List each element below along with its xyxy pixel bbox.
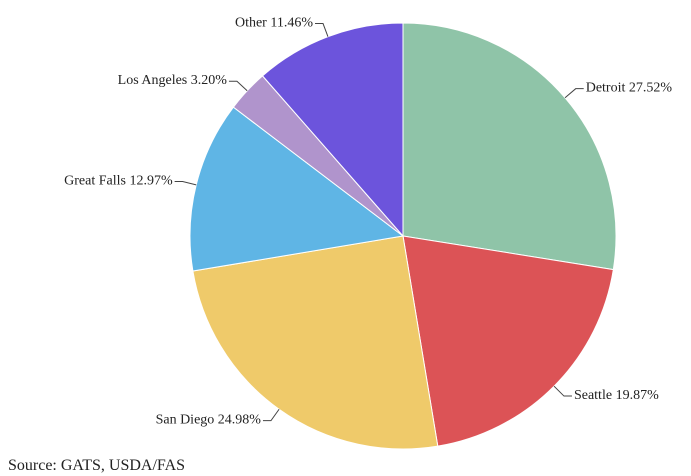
leader-line	[174, 181, 197, 186]
slice-value: 12.97%	[129, 174, 173, 189]
slice-value: 11.46%	[270, 16, 313, 31]
pie-slice	[402, 235, 614, 447]
leader-line	[564, 88, 584, 99]
slice-value: 24.98%	[218, 413, 262, 428]
slice-category: San Diego	[156, 413, 215, 428]
pie-slice	[261, 22, 404, 238]
slice-category: Detroit	[586, 81, 626, 96]
pie-slice	[402, 22, 617, 271]
slice-category: Seattle	[574, 388, 612, 403]
pie-slice	[189, 106, 405, 272]
pie-slice	[192, 235, 439, 450]
leader-line	[315, 23, 329, 37]
slice-category: Los Angeles	[118, 73, 188, 88]
slice-label: San Diego 24.98%	[156, 413, 262, 428]
slice-value: 27.52%	[629, 81, 673, 96]
slice-category: Great Falls	[64, 174, 126, 189]
leader-line	[553, 385, 572, 397]
slice-label: Los Angeles 3.20%	[118, 73, 228, 88]
slice-category: Other	[235, 16, 267, 31]
slice-label: Other 11.46%	[235, 16, 313, 31]
source-note: Source: GATS, USDA/FAS	[8, 457, 185, 474]
slice-value: 3.20%	[191, 73, 228, 88]
slice-label: Detroit 27.52%	[586, 81, 673, 96]
leader-line	[228, 80, 248, 92]
slice-value: 19.87%	[616, 388, 660, 403]
leader-line	[262, 408, 280, 422]
slice-label: Great Falls 12.97%	[64, 174, 173, 189]
slice-label: Seattle 19.87%	[574, 388, 659, 403]
